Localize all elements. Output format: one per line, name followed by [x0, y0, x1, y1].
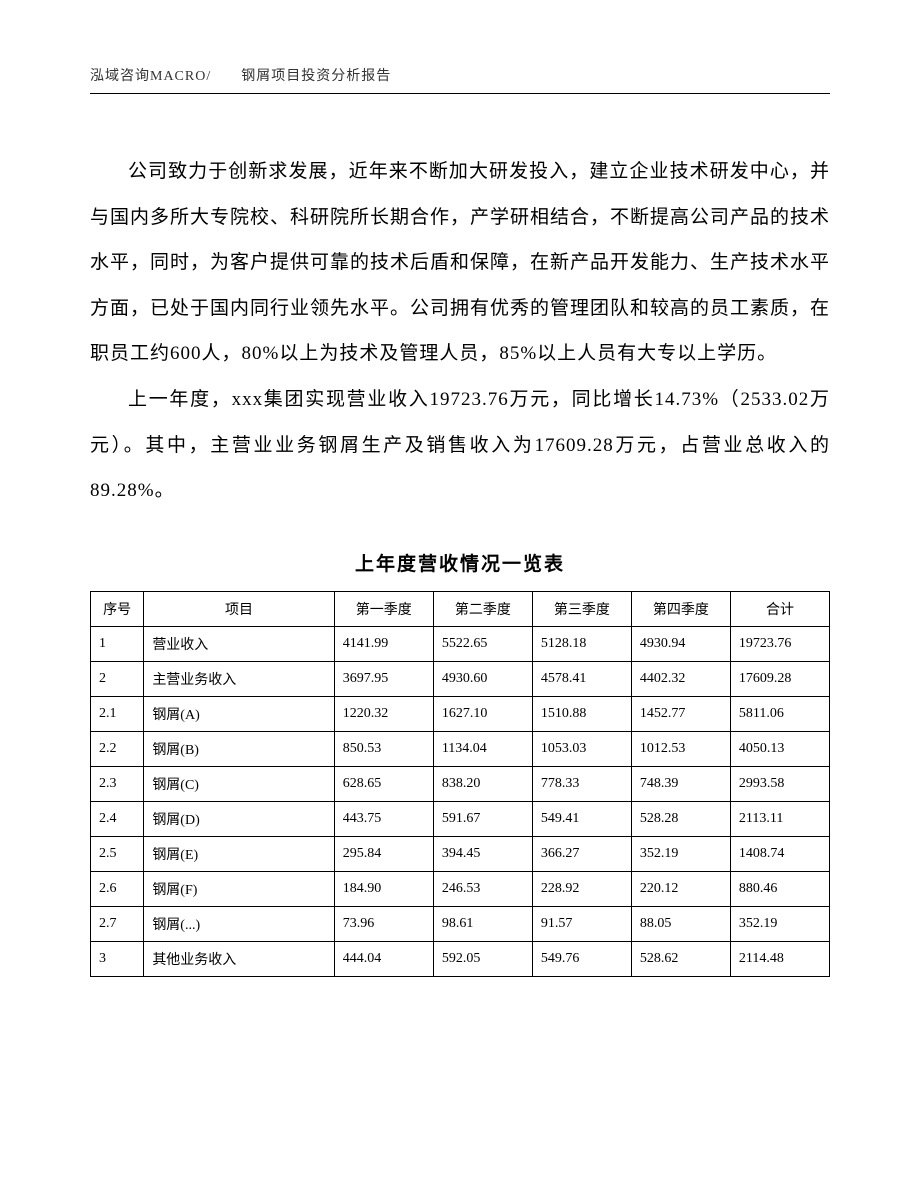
cell-total: 352.19	[730, 906, 829, 941]
cell-item: 其他业务收入	[144, 941, 334, 976]
cell-item: 钢屑(D)	[144, 801, 334, 836]
cell-seq: 2.3	[91, 766, 144, 801]
header-item: 项目	[144, 591, 334, 626]
table-row: 1 营业收入 4141.99 5522.65 5128.18 4930.94 1…	[91, 626, 830, 661]
cell-q4: 220.12	[631, 871, 730, 906]
cell-q4: 4402.32	[631, 661, 730, 696]
cell-seq: 2.2	[91, 731, 144, 766]
cell-total: 2113.11	[730, 801, 829, 836]
table-row: 2 主营业务收入 3697.95 4930.60 4578.41 4402.32…	[91, 661, 830, 696]
header-seq: 序号	[91, 591, 144, 626]
cell-seq: 2.4	[91, 801, 144, 836]
cell-q2: 592.05	[433, 941, 532, 976]
table-row: 2.7 钢屑(...) 73.96 98.61 91.57 88.05 352.…	[91, 906, 830, 941]
cell-q4: 528.62	[631, 941, 730, 976]
cell-total: 4050.13	[730, 731, 829, 766]
cell-q2: 1627.10	[433, 696, 532, 731]
cell-seq: 2.1	[91, 696, 144, 731]
cell-seq: 2.7	[91, 906, 144, 941]
cell-item: 钢屑(...)	[144, 906, 334, 941]
cell-q2: 394.45	[433, 836, 532, 871]
cell-q4: 748.39	[631, 766, 730, 801]
cell-q2: 4930.60	[433, 661, 532, 696]
table-row: 2.4 钢屑(D) 443.75 591.67 549.41 528.28 21…	[91, 801, 830, 836]
cell-q1: 3697.95	[334, 661, 433, 696]
cell-total: 5811.06	[730, 696, 829, 731]
table-body: 1 营业收入 4141.99 5522.65 5128.18 4930.94 1…	[91, 626, 830, 976]
cell-seq: 2	[91, 661, 144, 696]
table-row: 2.6 钢屑(F) 184.90 246.53 228.92 220.12 88…	[91, 871, 830, 906]
cell-q4: 1012.53	[631, 731, 730, 766]
table-row: 3 其他业务收入 444.04 592.05 549.76 528.62 211…	[91, 941, 830, 976]
cell-total: 17609.28	[730, 661, 829, 696]
header-divider	[90, 93, 830, 94]
table-header-row: 序号 项目 第一季度 第二季度 第三季度 第四季度 合计	[91, 591, 830, 626]
cell-q1: 4141.99	[334, 626, 433, 661]
header-q2: 第二季度	[433, 591, 532, 626]
cell-q3: 4578.41	[532, 661, 631, 696]
cell-item: 钢屑(C)	[144, 766, 334, 801]
cell-q2: 5522.65	[433, 626, 532, 661]
cell-q3: 228.92	[532, 871, 631, 906]
cell-q3: 91.57	[532, 906, 631, 941]
cell-total: 880.46	[730, 871, 829, 906]
cell-q4: 4930.94	[631, 626, 730, 661]
cell-q1: 444.04	[334, 941, 433, 976]
cell-seq: 3	[91, 941, 144, 976]
cell-q4: 88.05	[631, 906, 730, 941]
cell-q1: 443.75	[334, 801, 433, 836]
cell-q3: 549.76	[532, 941, 631, 976]
cell-q1: 184.90	[334, 871, 433, 906]
cell-total: 1408.74	[730, 836, 829, 871]
cell-total: 19723.76	[730, 626, 829, 661]
table-row: 2.1 钢屑(A) 1220.32 1627.10 1510.88 1452.7…	[91, 696, 830, 731]
table-row: 2.5 钢屑(E) 295.84 394.45 366.27 352.19 14…	[91, 836, 830, 871]
header-total: 合计	[730, 591, 829, 626]
cell-q2: 838.20	[433, 766, 532, 801]
cell-item: 主营业务收入	[144, 661, 334, 696]
cell-q3: 1053.03	[532, 731, 631, 766]
header-q4: 第四季度	[631, 591, 730, 626]
cell-q2: 246.53	[433, 871, 532, 906]
cell-total: 2114.48	[730, 941, 829, 976]
header-text: 泓域咨询MACRO/ 钢屑项目投资分析报告	[90, 69, 391, 84]
cell-q3: 1510.88	[532, 696, 631, 731]
revenue-table: 序号 项目 第一季度 第二季度 第三季度 第四季度 合计 1 营业收入 4141…	[90, 591, 830, 977]
header-q3: 第三季度	[532, 591, 631, 626]
cell-item: 钢屑(E)	[144, 836, 334, 871]
cell-q1: 628.65	[334, 766, 433, 801]
cell-q1: 850.53	[334, 731, 433, 766]
cell-seq: 2.6	[91, 871, 144, 906]
cell-q4: 528.28	[631, 801, 730, 836]
paragraph-2: 上一年度，xxx集团实现营业收入19723.76万元，同比增长14.73%（25…	[90, 377, 830, 514]
cell-q2: 1134.04	[433, 731, 532, 766]
table-row: 2.2 钢屑(B) 850.53 1134.04 1053.03 1012.53…	[91, 731, 830, 766]
cell-seq: 1	[91, 626, 144, 661]
cell-seq: 2.5	[91, 836, 144, 871]
cell-q1: 73.96	[334, 906, 433, 941]
paragraph-1: 公司致力于创新求发展，近年来不断加大研发投入，建立企业技术研发中心，并与国内多所…	[90, 149, 830, 377]
table-row: 2.3 钢屑(C) 628.65 838.20 778.33 748.39 29…	[91, 766, 830, 801]
cell-item: 营业收入	[144, 626, 334, 661]
cell-q3: 778.33	[532, 766, 631, 801]
cell-item: 钢屑(A)	[144, 696, 334, 731]
cell-q2: 591.67	[433, 801, 532, 836]
header-q1: 第一季度	[334, 591, 433, 626]
cell-q3: 366.27	[532, 836, 631, 871]
cell-q3: 5128.18	[532, 626, 631, 661]
cell-total: 2993.58	[730, 766, 829, 801]
cell-q1: 1220.32	[334, 696, 433, 731]
cell-q4: 1452.77	[631, 696, 730, 731]
cell-q3: 549.41	[532, 801, 631, 836]
table-title: 上年度营收情况一览表	[90, 549, 830, 576]
cell-q1: 295.84	[334, 836, 433, 871]
page-header: 泓域咨询MACRO/ 钢屑项目投资分析报告	[90, 65, 830, 85]
cell-item: 钢屑(B)	[144, 731, 334, 766]
cell-q4: 352.19	[631, 836, 730, 871]
cell-item: 钢屑(F)	[144, 871, 334, 906]
cell-q2: 98.61	[433, 906, 532, 941]
